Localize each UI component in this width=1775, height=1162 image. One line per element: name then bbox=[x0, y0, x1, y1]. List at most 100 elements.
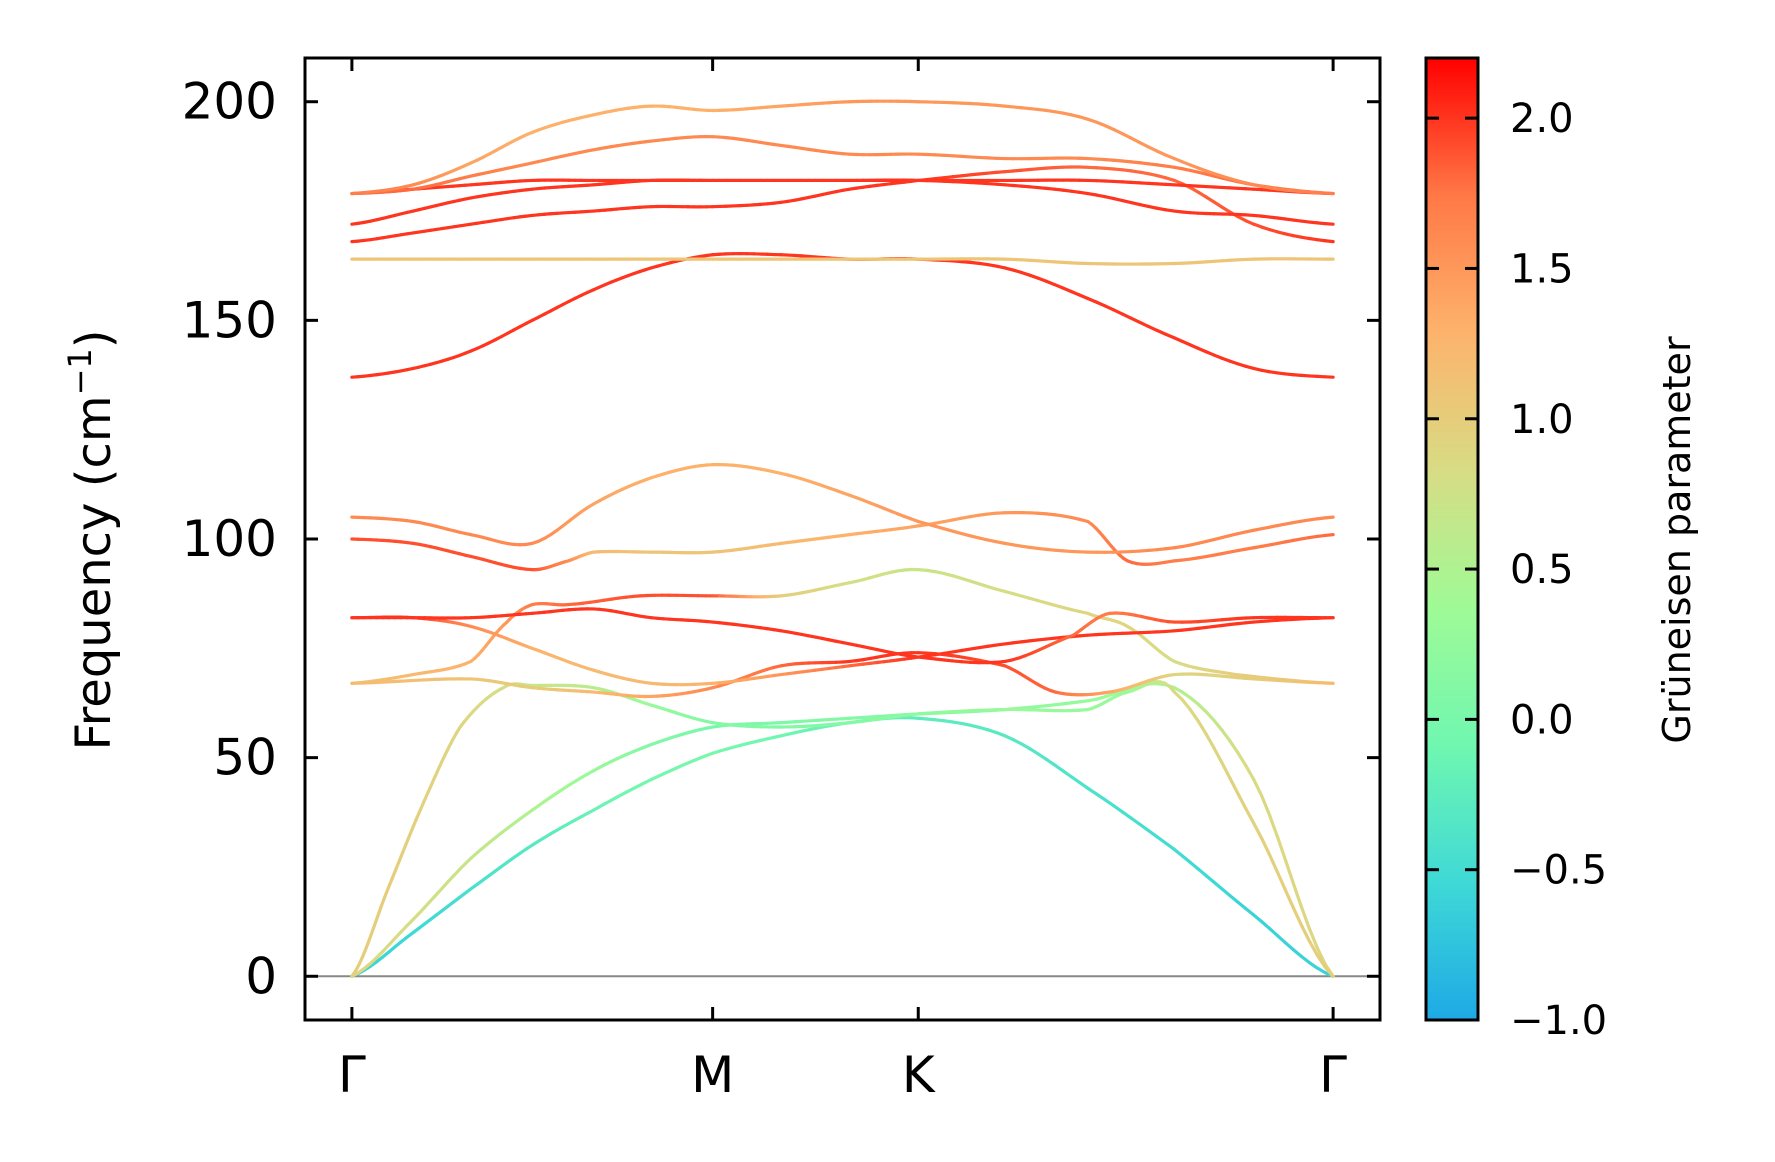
colorbar-tick-label: 1.0 bbox=[1510, 397, 1574, 443]
band-segment bbox=[1323, 965, 1335, 978]
y-tick-labels: 0 50 100 150 200 bbox=[182, 73, 277, 1006]
band-segment bbox=[1323, 533, 1335, 538]
band-15 bbox=[350, 99, 1335, 196]
band-segment bbox=[1307, 926, 1319, 950]
band-segment bbox=[1283, 858, 1296, 886]
band-segment bbox=[1053, 763, 1065, 773]
band-segment bbox=[1180, 854, 1192, 864]
band-segment bbox=[1164, 841, 1176, 852]
band-segment bbox=[1112, 127, 1125, 136]
x-tick-label: K bbox=[902, 1046, 936, 1104]
band-segment bbox=[1243, 674, 1257, 679]
band-segment bbox=[1253, 675, 1267, 680]
band-segment bbox=[1236, 791, 1248, 811]
band-segment bbox=[1112, 804, 1125, 814]
band-segment bbox=[1196, 719, 1208, 736]
y-axis-title-main: Frequency (cm bbox=[66, 395, 122, 750]
band-segment bbox=[1204, 732, 1216, 750]
band-segment bbox=[1220, 887, 1232, 898]
x-tick-label: Γ bbox=[1319, 1046, 1347, 1104]
band-segment bbox=[393, 860, 401, 873]
band-segment bbox=[1236, 900, 1248, 911]
band-segment bbox=[374, 680, 390, 685]
band-segment bbox=[382, 887, 390, 900]
band-segment bbox=[1323, 222, 1335, 226]
y-axis-title: Frequency (cm−1) bbox=[61, 329, 122, 750]
band-segment bbox=[1196, 867, 1208, 878]
band-segment bbox=[1252, 777, 1264, 798]
band-segment bbox=[1094, 792, 1107, 802]
band-segment bbox=[386, 679, 402, 684]
band-segment bbox=[1275, 870, 1288, 892]
band-segment bbox=[1268, 853, 1280, 874]
band-segment bbox=[1299, 923, 1311, 943]
band-segment bbox=[364, 936, 372, 950]
band-10 bbox=[350, 257, 1335, 266]
band-segment bbox=[1138, 822, 1151, 833]
band-segment bbox=[1188, 707, 1200, 723]
band-0 bbox=[350, 716, 1335, 978]
band-segment bbox=[1138, 140, 1151, 149]
band-2 bbox=[350, 680, 1335, 978]
band-segment bbox=[1129, 136, 1142, 145]
band-segment bbox=[1275, 934, 1288, 945]
band-segment bbox=[1315, 946, 1327, 966]
band-segment bbox=[397, 851, 404, 864]
colorbar-tick-label: 0.0 bbox=[1510, 697, 1574, 743]
band-segment bbox=[1244, 763, 1256, 782]
colorbar-tick-label: −1.0 bbox=[1510, 998, 1607, 1044]
band-segment bbox=[1172, 847, 1184, 858]
band-segment bbox=[1283, 941, 1296, 952]
band-segment bbox=[1172, 690, 1184, 702]
band-segment bbox=[1180, 690, 1192, 700]
band-segment bbox=[1252, 821, 1264, 840]
band-segment bbox=[371, 916, 379, 930]
band-segment bbox=[1069, 775, 1082, 785]
band-segment bbox=[1120, 312, 1133, 320]
band-segment bbox=[1228, 739, 1240, 755]
band-segment bbox=[1220, 728, 1232, 743]
band-segment bbox=[1307, 960, 1319, 970]
band-segment bbox=[1036, 752, 1048, 761]
band-segment bbox=[1220, 761, 1232, 780]
colorbar-tick-labels: −1.0 −0.5 0.0 0.5 1.0 1.5 2.0 bbox=[1510, 96, 1607, 1044]
band-segment bbox=[1323, 239, 1335, 244]
band-segment bbox=[397, 678, 414, 683]
band-segment bbox=[421, 677, 437, 682]
colorbar-tick-label: −0.5 bbox=[1510, 848, 1607, 894]
band-segment bbox=[1188, 696, 1200, 706]
band-segment bbox=[1180, 698, 1192, 712]
band-segment bbox=[400, 842, 408, 855]
band-segment bbox=[1120, 810, 1133, 820]
band-segment bbox=[1204, 873, 1216, 884]
band-6 bbox=[350, 607, 1335, 665]
band-segment bbox=[1103, 798, 1116, 808]
band-segment bbox=[1307, 939, 1319, 957]
band-segment bbox=[1146, 828, 1159, 839]
band-segment bbox=[1252, 913, 1264, 924]
band-1 bbox=[350, 682, 1335, 978]
x-tick-label: M bbox=[691, 1046, 734, 1104]
colorbar-tick-label: 0.5 bbox=[1510, 547, 1574, 593]
band-segment bbox=[1268, 813, 1280, 839]
band-segment bbox=[1323, 515, 1335, 520]
y-tick-label: 200 bbox=[182, 73, 277, 131]
band-segment bbox=[1212, 746, 1224, 765]
band-segment bbox=[1120, 132, 1133, 140]
colorbar-ticks bbox=[1426, 116, 1478, 1022]
band-segment bbox=[1244, 907, 1256, 917]
y-axis-title-superscript: −1 bbox=[61, 348, 99, 395]
band-segment bbox=[1260, 794, 1272, 817]
band-8 bbox=[350, 462, 1335, 554]
band-segment bbox=[1315, 953, 1327, 969]
band-segment bbox=[1212, 718, 1224, 732]
band-11 bbox=[350, 165, 1335, 244]
x-tick-label: Γ bbox=[338, 1046, 366, 1104]
band-segment bbox=[1129, 816, 1142, 826]
band-7 bbox=[350, 511, 1335, 572]
band-segment bbox=[1283, 888, 1296, 910]
band-segment bbox=[368, 926, 376, 940]
band-segment bbox=[1299, 954, 1311, 965]
band-segment bbox=[409, 678, 425, 683]
band-segment bbox=[1299, 905, 1311, 931]
